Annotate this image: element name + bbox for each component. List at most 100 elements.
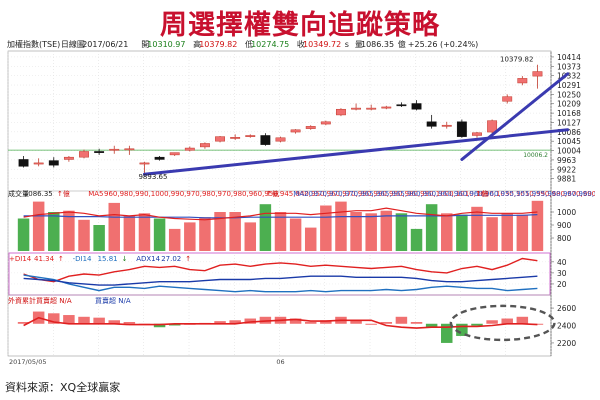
flow-bar bbox=[380, 322, 393, 324]
x-axis-label: 06 bbox=[276, 358, 284, 366]
price-y-tick-label: 10414 bbox=[557, 53, 581, 62]
volume-ma5-line bbox=[23, 207, 538, 221]
dmi-mdi-line bbox=[23, 274, 538, 293]
dmi-pdi-arrow: ↑ bbox=[58, 255, 64, 263]
price-y-tick-label: 10291 bbox=[557, 81, 581, 90]
dmi-header: +DI14 41.34 ↑ -DI14 15.81 ↓ ADX14 27.02 ↑ bbox=[9, 255, 191, 263]
candle-body bbox=[109, 148, 120, 151]
volume-ma5-unit: ↑億 bbox=[266, 189, 279, 198]
volume-bar bbox=[395, 213, 408, 251]
candle-body bbox=[336, 108, 346, 116]
flow-title2: 買賣超 N/A bbox=[95, 296, 131, 305]
header-period: 日線圖 bbox=[61, 39, 85, 49]
flow-bar bbox=[531, 323, 544, 325]
candle-body bbox=[124, 148, 135, 151]
dmi-y-tick-label: 40 bbox=[557, 258, 567, 267]
dmi-y-tick-label: 20 bbox=[557, 280, 567, 289]
candle-body bbox=[366, 107, 377, 110]
price-high-annotation: 10379.82 bbox=[500, 56, 533, 64]
price-y-tick-label: 10004 bbox=[557, 147, 581, 156]
flow-bar bbox=[244, 318, 257, 324]
flow-bar bbox=[365, 323, 377, 325]
header-volume-label: 量 bbox=[355, 40, 363, 49]
volume-unit: ↑億 bbox=[57, 189, 70, 198]
candle-body bbox=[33, 162, 44, 165]
volume-bar bbox=[229, 212, 241, 251]
page-title: 周選擇權雙向追蹤策略 bbox=[160, 10, 440, 41]
volume-bar bbox=[32, 201, 45, 251]
candle-body bbox=[351, 107, 362, 110]
volume-bar bbox=[17, 218, 30, 251]
volume-bar bbox=[531, 200, 544, 251]
flow-y-tick-label: 2400 bbox=[557, 322, 576, 331]
volume-bar bbox=[289, 218, 302, 251]
dmi-pdi-line bbox=[23, 257, 538, 283]
x-axis-label: 2017/05/05 bbox=[9, 358, 46, 366]
flow-bar bbox=[425, 323, 438, 328]
volume-bar bbox=[335, 201, 347, 251]
dmi-mdi-label: -DI14 bbox=[73, 255, 92, 263]
price-y-tick-label: 10209 bbox=[557, 100, 581, 109]
candle-body bbox=[94, 151, 105, 153]
header-s-label: s bbox=[345, 40, 349, 49]
candle-body bbox=[275, 137, 286, 142]
volume-ma20-line bbox=[23, 214, 538, 219]
volume-bar bbox=[380, 210, 393, 251]
candle-body bbox=[139, 162, 150, 165]
volume-value: 1086.35 bbox=[24, 190, 53, 198]
price-y-tick-label: 9963 bbox=[557, 156, 576, 165]
volume-bar bbox=[274, 212, 287, 251]
volume-bar bbox=[108, 202, 120, 251]
volume-bar bbox=[425, 204, 438, 251]
candle-body bbox=[215, 136, 225, 142]
flow-bar bbox=[410, 322, 423, 324]
flow-bar bbox=[441, 323, 453, 343]
volume-ma20-label: MA20 bbox=[293, 190, 313, 198]
volume-ma5-value: 960,980,990,1000,990,970,980,970,980,960… bbox=[104, 190, 595, 198]
candle-body bbox=[48, 160, 59, 166]
header-low-label: 低 bbox=[245, 39, 253, 49]
volume-bar bbox=[456, 214, 468, 251]
trendline bbox=[142, 128, 570, 176]
dmi-adx-label: ADX14 bbox=[136, 255, 160, 263]
volume-bar bbox=[350, 212, 362, 251]
flow-bar bbox=[516, 316, 529, 324]
highlight-ellipse bbox=[449, 304, 556, 342]
candle-body bbox=[260, 135, 271, 145]
flow-bar bbox=[229, 320, 241, 324]
chart-frame: 加權指數(TSE) 日線圖 2017/06/21 開 10310.97 高 10379.82… bbox=[5, 38, 595, 370]
flow-bar bbox=[320, 320, 332, 324]
price-y-tick-label: 10086 bbox=[557, 128, 581, 137]
volume-bar bbox=[244, 222, 257, 251]
volume-bar bbox=[199, 217, 211, 251]
candle-body bbox=[502, 96, 513, 102]
flow-bar bbox=[93, 317, 105, 324]
dmi-mdi-value: 15.81 bbox=[98, 255, 118, 263]
volume-bar bbox=[410, 228, 423, 251]
volume-bar bbox=[486, 217, 498, 251]
flow-bar bbox=[304, 322, 317, 324]
flow-bar bbox=[17, 322, 30, 324]
volume-y-tick-label: 800 bbox=[557, 234, 572, 243]
price-low-annotation: 9893.65 bbox=[138, 173, 167, 181]
trendline bbox=[460, 72, 570, 161]
volume-bar bbox=[78, 219, 90, 251]
volume-bar bbox=[153, 218, 166, 251]
volume-y-tick-label: 900 bbox=[557, 221, 572, 230]
price-y-tick-label: 10332 bbox=[557, 72, 581, 81]
volume-bar bbox=[63, 210, 75, 251]
flow-bar bbox=[153, 323, 166, 328]
price-y-tick-label: 9922 bbox=[557, 165, 576, 174]
dmi-adx-arrow: ↑ bbox=[185, 255, 191, 263]
flow-bar bbox=[63, 315, 75, 324]
price-y-tick-label: 10373 bbox=[557, 62, 581, 71]
price-y-tick-label: 10168 bbox=[557, 109, 581, 118]
volume-bar bbox=[365, 213, 377, 251]
price-y-tick-label: 10127 bbox=[557, 118, 581, 127]
header-close: 10349.72 bbox=[303, 40, 341, 49]
flow-y-tick-label: 2200 bbox=[557, 339, 576, 348]
flow-bar bbox=[471, 323, 483, 326]
header-volume-unit: 億 bbox=[398, 39, 406, 49]
